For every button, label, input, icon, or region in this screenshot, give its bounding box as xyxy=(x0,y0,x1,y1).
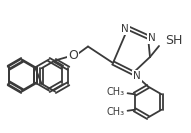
Text: N: N xyxy=(121,24,129,34)
Text: N: N xyxy=(148,33,156,43)
Text: CH₃: CH₃ xyxy=(106,107,125,117)
Text: CH₃: CH₃ xyxy=(106,87,125,97)
Text: O: O xyxy=(68,49,78,62)
Text: N: N xyxy=(133,71,141,81)
Text: SH: SH xyxy=(165,34,182,47)
